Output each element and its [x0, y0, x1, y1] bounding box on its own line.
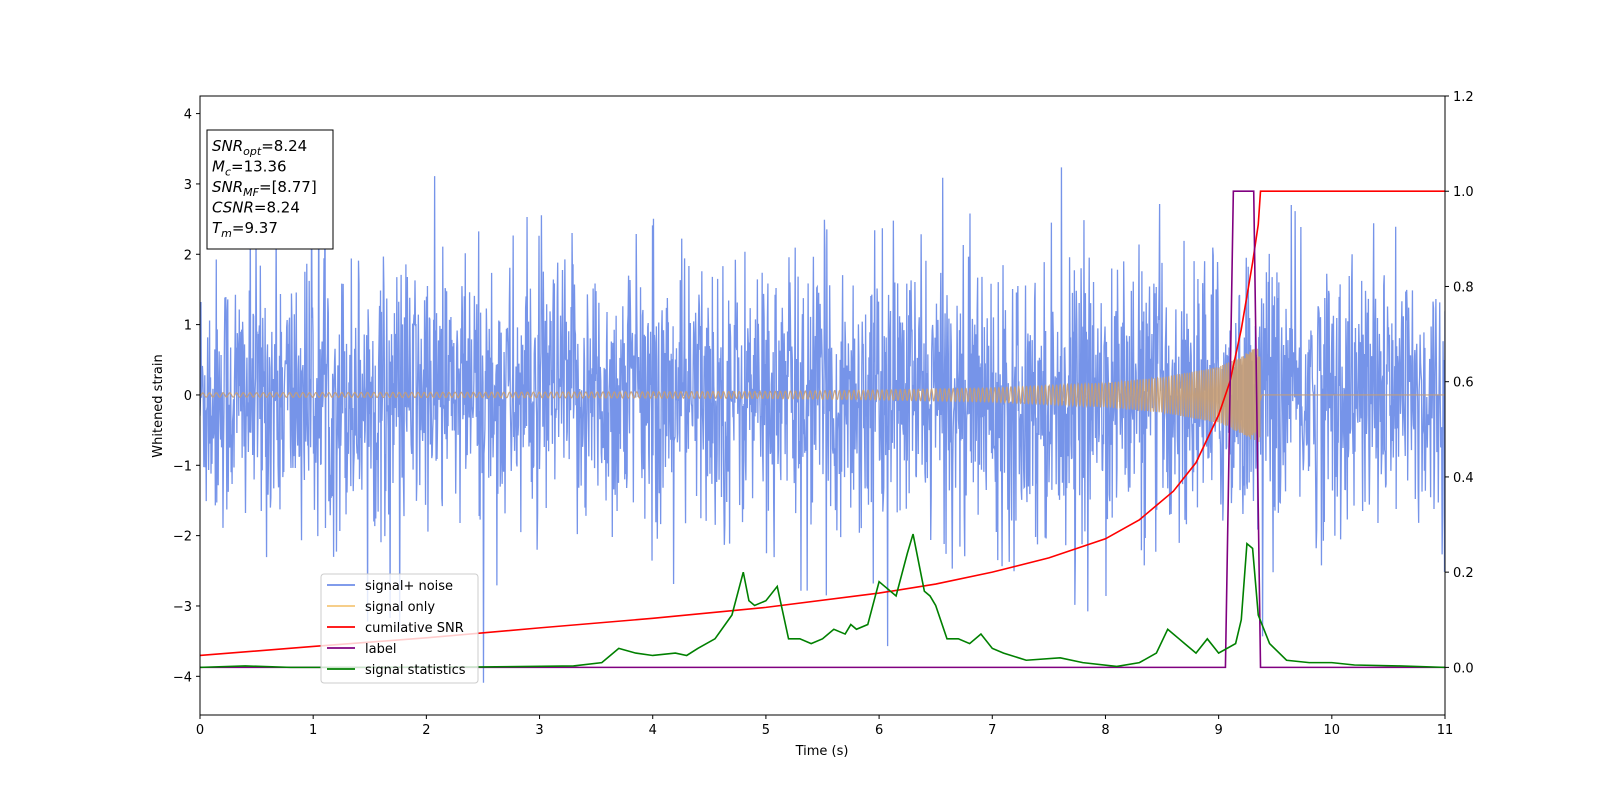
- x-tick-label: 3: [535, 723, 543, 738]
- legend-label: cumilative SNR: [365, 621, 464, 636]
- info-box-frame: [206, 129, 334, 250]
- series-label: [200, 190, 1445, 669]
- info-line: Mc=13.36: [212, 158, 287, 179]
- plot-frame: [199, 95, 1446, 716]
- x-tick-label: 0: [196, 723, 204, 738]
- x-axis: 0 1 2 3 4 5 6 7 8 9 10 11: [196, 715, 1453, 738]
- x-tick-label: 8: [1101, 723, 1109, 738]
- y-axis-label: Whitened strain: [151, 354, 166, 457]
- y-left-tick-label: −1: [173, 459, 192, 474]
- series-signal-only: [200, 348, 1445, 443]
- y-left-tick-label: −2: [173, 530, 192, 545]
- y-left-tick-label: 2: [184, 248, 192, 263]
- x-tick-label: 4: [649, 723, 657, 738]
- info-line: CSNR=8.24: [212, 199, 300, 217]
- y-axis-right: 0.0 0.2 0.4 0.6 0.8 1.0 1.2: [1445, 90, 1474, 676]
- info-line: Tm=9.37: [212, 219, 278, 240]
- legend-frame: [320, 573, 479, 684]
- y-right-tick-label: 0.4: [1453, 471, 1474, 486]
- y-right-tick-label: 0.8: [1453, 280, 1474, 295]
- y-right-tick-label: 1.2: [1453, 90, 1474, 105]
- x-tick-label: 1: [309, 723, 317, 738]
- y-left-tick-label: 0: [184, 389, 192, 404]
- x-tick-label: 9: [1214, 723, 1222, 738]
- x-tick-label: 5: [762, 723, 770, 738]
- y-left-tick-label: 4: [184, 108, 192, 123]
- legend-label: label: [365, 642, 396, 657]
- y-right-tick-label: 0.2: [1453, 566, 1474, 581]
- x-tick-label: 10: [1324, 723, 1341, 738]
- legend-label: signal+ noise: [365, 579, 453, 594]
- info-line: SNRMF=[8.77]: [212, 178, 317, 199]
- info-line: SNRopt=8.24: [212, 137, 307, 158]
- x-tick-label: 2: [422, 723, 430, 738]
- x-tick-label: 11: [1437, 723, 1454, 738]
- legend-label: signal statistics: [365, 663, 466, 678]
- y-left-tick-label: −4: [173, 670, 192, 685]
- y-axis-left: −4 −3 −2 −1 0 1 2 3 4: [173, 108, 200, 685]
- plot-series: [200, 140, 1445, 683]
- x-axis-label: Time (s): [795, 744, 849, 759]
- y-left-tick-label: −3: [173, 600, 192, 615]
- x-tick-label: 6: [875, 723, 883, 738]
- y-right-tick-label: 0.6: [1453, 376, 1474, 391]
- y-left-tick-label: 1: [184, 319, 192, 334]
- x-tick-label: 7: [988, 723, 996, 738]
- y-right-tick-label: 0.0: [1453, 661, 1474, 676]
- legend-label: signal only: [365, 600, 435, 615]
- y-right-tick-label: 1.0: [1453, 185, 1474, 200]
- series-signal-statistics: [200, 533, 1445, 669]
- legend: signal+ noise signal only cumilative SNR la…: [320, 573, 479, 684]
- info-box: SNRopt=8.24Mc=13.36SNRMF=[8.77]CSNR=8.24…: [206, 129, 334, 250]
- y-left-tick-label: 3: [184, 178, 192, 193]
